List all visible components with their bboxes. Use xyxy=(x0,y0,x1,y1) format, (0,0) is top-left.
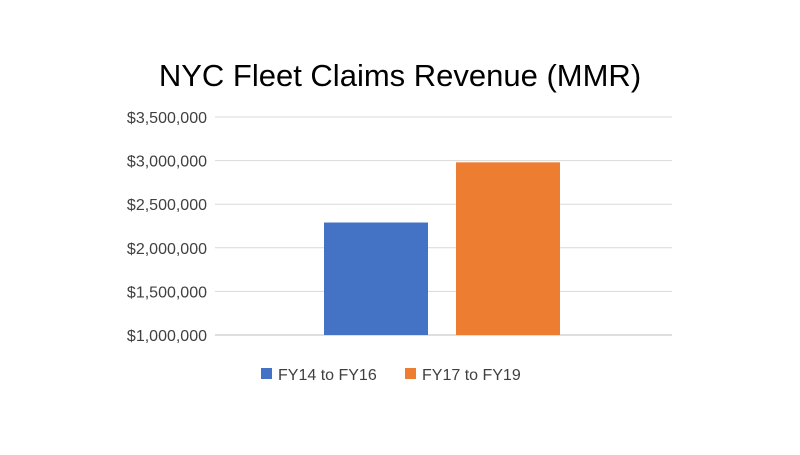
y-tick-label: $3,000,000 xyxy=(127,154,207,171)
y-tick-label: $2,000,000 xyxy=(127,241,207,258)
legend-label: FY17 to FY19 xyxy=(422,367,521,384)
y-tick-label: $3,500,000 xyxy=(127,110,207,127)
bar-1 xyxy=(324,222,428,335)
y-tick-label: $2,500,000 xyxy=(127,197,207,214)
chart-title: NYC Fleet Claims Revenue (MMR) xyxy=(159,58,641,93)
legend-swatch xyxy=(405,368,416,379)
y-tick-label: $1,000,000 xyxy=(127,328,207,345)
bar-2 xyxy=(456,162,560,335)
legend-label: FY14 to FY16 xyxy=(278,367,377,384)
legend-swatch xyxy=(261,368,272,379)
y-tick-label: $1,500,000 xyxy=(127,284,207,301)
